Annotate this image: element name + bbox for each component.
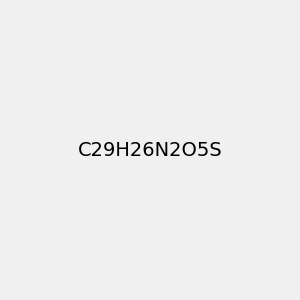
Text: C29H26N2O5S: C29H26N2O5S [78,140,222,160]
